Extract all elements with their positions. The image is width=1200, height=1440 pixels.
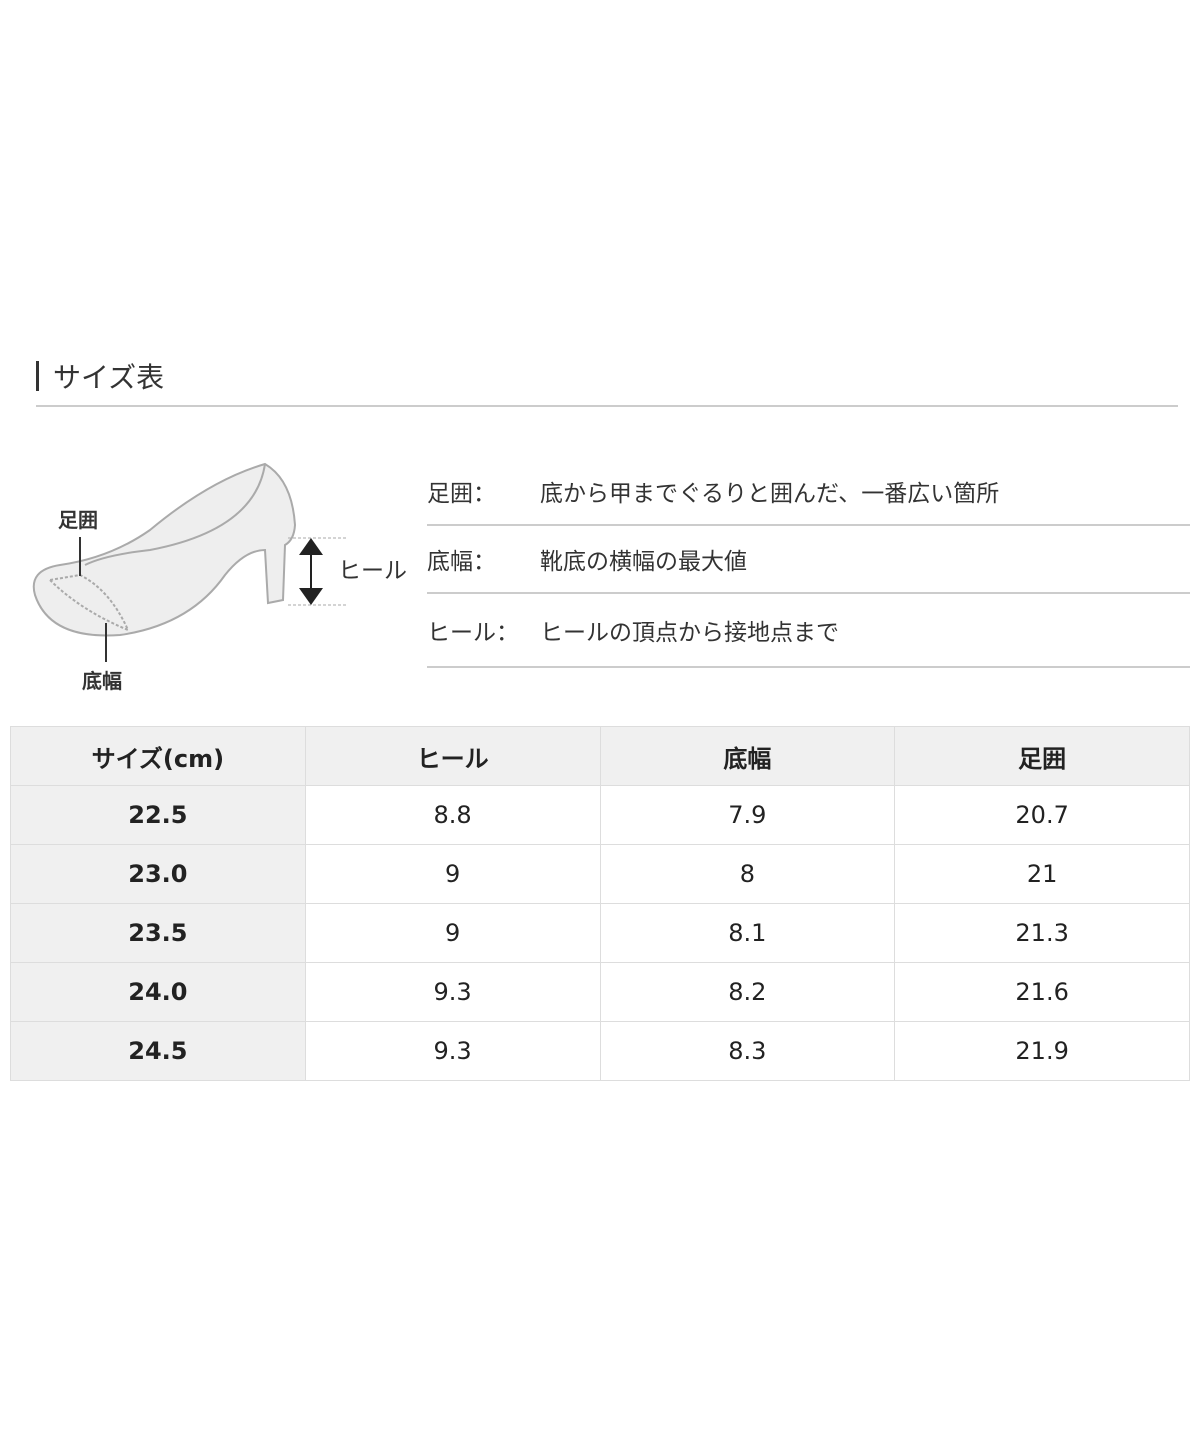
- definitions-list: 足囲： 底から甲までぐるりと囲んだ、一番広い箇所 底幅： 靴底の横幅の最大値 ヒール…: [427, 458, 1190, 668]
- table-cell: 21: [894, 844, 1190, 904]
- table-cell: 8: [599, 844, 896, 904]
- label-girth: 足囲: [58, 508, 98, 532]
- definition-desc: 底から甲までぐるりと囲んだ、一番広い箇所: [540, 481, 1000, 507]
- table-cell: 22.5: [10, 785, 306, 845]
- table-cell: 7.9: [599, 785, 896, 845]
- section-title: サイズ表: [36, 356, 164, 396]
- title-text: サイズ表: [53, 361, 165, 394]
- definition-term: ヒール：: [427, 620, 519, 646]
- shoe-diagram: 足囲 底幅 ヒール: [32, 462, 407, 693]
- definition-term: 底幅：: [427, 549, 496, 575]
- shoe-outline: [32, 462, 297, 637]
- size-table: サイズ(cm) ヒール 底幅 足囲 22.5 8.8 7.9 20.7 23.0 9 8 21…: [10, 726, 1190, 1081]
- header-size: サイズ(cm): [10, 726, 306, 786]
- definition-row: 底幅： 靴底の横幅の最大値: [427, 526, 1190, 594]
- table-cell: 9.3: [304, 1021, 601, 1081]
- table-cell: 24.0: [10, 962, 306, 1022]
- title-bar: [36, 361, 39, 391]
- definition-desc: 靴底の横幅の最大値: [540, 549, 747, 575]
- table-row: 24.5 9.3 8.3 21.9: [10, 1021, 1190, 1081]
- table-cell: 8.3: [599, 1021, 896, 1081]
- header-heel: ヒール: [304, 726, 601, 786]
- divider: [36, 405, 1178, 407]
- header-width: 底幅: [599, 726, 896, 786]
- label-heel: ヒール: [338, 558, 407, 584]
- header-girth: 足囲: [894, 726, 1190, 786]
- table-cell: 21.9: [894, 1021, 1190, 1081]
- table-cell: 8.8: [304, 785, 601, 845]
- table-cell: 9.3: [304, 962, 601, 1022]
- table-row: 24.0 9.3 8.2 21.6: [10, 962, 1190, 1022]
- table-cell: 21.6: [894, 962, 1190, 1022]
- definition-term: 足囲：: [427, 481, 496, 507]
- table-row: 23.5 9 8.1 21.3: [10, 903, 1190, 963]
- label-width: 底幅: [82, 669, 122, 693]
- table-header-row: サイズ(cm) ヒール 底幅 足囲: [10, 726, 1190, 786]
- table-cell: 20.7: [894, 785, 1190, 845]
- table-cell: 23.5: [10, 903, 306, 963]
- definition-desc: ヒールの頂点から接地点まで: [540, 620, 839, 646]
- table-cell: 21.3: [894, 903, 1190, 963]
- table-row: 23.0 9 8 21: [10, 844, 1190, 904]
- table-cell: 8.2: [599, 962, 896, 1022]
- definition-row: 足囲： 底から甲までぐるりと囲んだ、一番広い箇所: [427, 458, 1190, 526]
- table-cell: 8.1: [599, 903, 896, 963]
- table-cell: 24.5: [10, 1021, 306, 1081]
- definition-row: ヒール： ヒールの頂点から接地点まで: [427, 594, 1190, 668]
- table-cell: 23.0: [10, 844, 306, 904]
- table-row: 22.5 8.8 7.9 20.7: [10, 785, 1190, 845]
- table-cell: 9: [304, 903, 601, 963]
- table-cell: 9: [304, 844, 601, 904]
